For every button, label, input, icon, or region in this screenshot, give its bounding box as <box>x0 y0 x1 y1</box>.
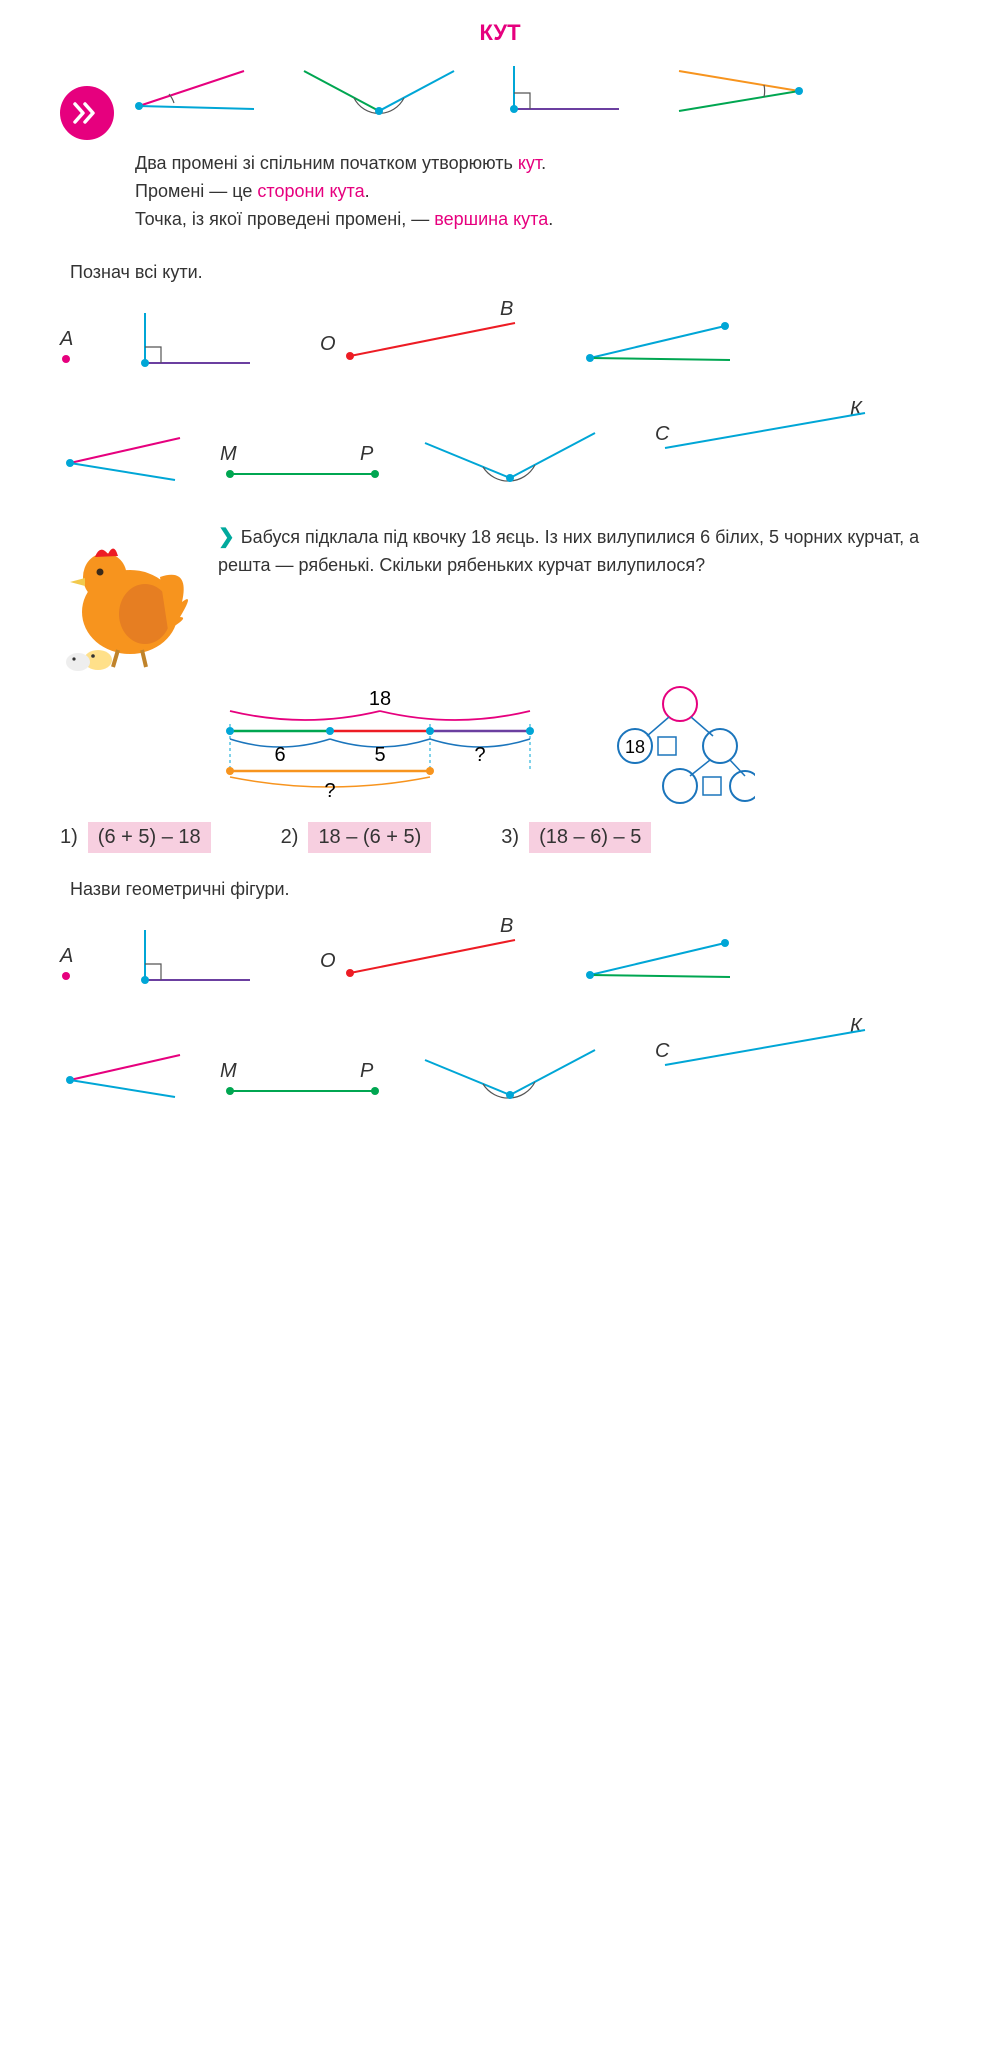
label-M2: M <box>220 1060 237 1083</box>
opt1-expr: (6 + 5) – 18 <box>88 822 211 853</box>
problem-text: Бабуся підклала під квочку 18 яєць. Із н… <box>218 527 919 575</box>
label-P2: P <box>360 1060 373 1083</box>
figures-grid-2: A O B M P C К <box>60 915 940 1115</box>
intro-l3a: Точка, із якої проведені промені, — <box>135 209 434 229</box>
task1-label: Познач всі кути. <box>70 262 940 283</box>
label-M: M <box>220 443 237 466</box>
term-kut: кут <box>518 153 541 173</box>
bullet-icon: ❯ <box>218 526 235 548</box>
intro-l1b: . <box>541 153 546 173</box>
intro-text: Два промені зі спільним початком утворюю… <box>135 150 940 234</box>
hen-illustration <box>60 522 200 672</box>
intro-l1a: Два промені зі спільним початком утворюю… <box>135 153 518 173</box>
label-O: O <box>320 333 336 356</box>
task2-label: Назви геометричні фігури. <box>70 879 940 900</box>
label-O2: O <box>320 950 336 973</box>
options: 1) (6 + 5) – 18 2) 18 – (6 + 5) 3) (18 – 6)… <box>60 822 940 853</box>
chevron-icon <box>60 86 114 140</box>
opt1-num: 1) <box>60 826 78 849</box>
label-A2: A <box>60 945 73 968</box>
svg-text:?: ? <box>474 744 485 766</box>
label-P: P <box>360 443 373 466</box>
label-A: A <box>60 328 73 351</box>
svg-text:6: 6 <box>274 744 285 766</box>
tree-diagram: 18 <box>585 684 755 804</box>
intro-l2b: . <box>365 181 370 201</box>
intro-l2a: Промені — це <box>135 181 257 201</box>
intro-l3b: . <box>548 209 553 229</box>
intro-angles <box>129 61 940 116</box>
segment-diagram: 18 6 5 ? ? <box>215 689 545 799</box>
svg-text:5: 5 <box>374 744 385 766</box>
svg-text:?: ? <box>324 780 335 799</box>
figures-grid-1: A O B M P C К <box>60 298 940 498</box>
svg-text:18: 18 <box>625 737 645 757</box>
svg-text:18: 18 <box>369 689 391 710</box>
term-vershyna: вершина кута <box>434 209 548 229</box>
opt3-num: 3) <box>501 826 519 849</box>
opt2-num: 2) <box>281 826 299 849</box>
term-storony: сторони кута <box>257 181 364 201</box>
page-title: КУТ <box>60 20 940 46</box>
opt3-expr: (18 – 6) – 5 <box>529 822 651 853</box>
opt2-expr: 18 – (6 + 5) <box>308 822 431 853</box>
